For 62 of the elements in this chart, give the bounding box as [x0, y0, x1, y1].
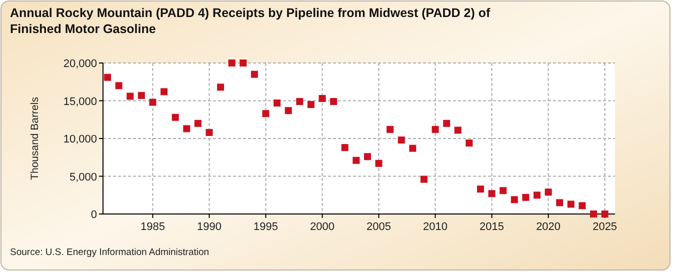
point — [432, 126, 439, 133]
point — [409, 144, 416, 152]
point — [126, 92, 134, 100]
point — [318, 94, 326, 102]
point — [138, 92, 145, 99]
point — [578, 202, 586, 210]
point — [510, 196, 518, 204]
point — [601, 210, 608, 218]
point — [567, 200, 574, 208]
chart-title: Annual Rocky Mountain (PADD 4) Receipts by Pipeline from Midwest (PADD 2) of Finished Motor Gasoline — [10, 6, 491, 36]
point — [160, 88, 168, 96]
point — [590, 210, 598, 218]
point — [240, 60, 247, 66]
x-tick-label: 2010 — [423, 221, 448, 233]
point — [341, 144, 348, 152]
point — [398, 136, 405, 144]
x-tick-label: 2020 — [536, 221, 561, 233]
point — [307, 101, 314, 108]
point — [115, 82, 122, 90]
point — [296, 98, 304, 106]
point — [534, 192, 541, 199]
point — [477, 186, 484, 193]
point — [228, 60, 236, 66]
point — [364, 153, 371, 160]
point — [206, 128, 213, 136]
point — [194, 120, 202, 127]
point — [443, 120, 450, 127]
x-tick-label: 1990 — [197, 221, 222, 233]
point — [500, 187, 507, 194]
source-note: Source: U.S. Energy Information Administration — [10, 247, 210, 258]
point — [556, 199, 564, 206]
x-tick-label: 1985 — [140, 221, 165, 233]
point — [352, 156, 360, 164]
y-tick-label: 5,000 — [69, 171, 97, 184]
point — [217, 84, 224, 91]
y-tick-label: 0 — [90, 209, 97, 221]
point — [386, 126, 394, 133]
point — [522, 194, 530, 201]
y-tick-label: 15,000 — [63, 96, 97, 108]
point — [330, 98, 338, 106]
point — [544, 188, 552, 196]
point — [454, 126, 462, 134]
point — [262, 110, 270, 118]
point — [420, 176, 428, 183]
y-tick-label: 10,000 — [63, 134, 97, 146]
point — [274, 100, 281, 107]
point — [183, 125, 190, 132]
point — [104, 74, 112, 81]
point — [149, 98, 156, 106]
point — [284, 107, 292, 114]
x-tick-label: 1995 — [254, 221, 278, 233]
x-tick-label: 2005 — [366, 221, 392, 233]
point — [250, 70, 258, 78]
y-axis-title: Thousand Barrels — [29, 97, 41, 180]
x-tick-label: 2025 — [592, 221, 618, 233]
point — [466, 140, 473, 147]
y-tick-label: 20,000 — [63, 58, 97, 70]
x-tick-label: 2015 — [480, 221, 504, 233]
x-tick-label: 2000 — [310, 221, 335, 233]
point — [172, 114, 179, 121]
point — [375, 160, 382, 167]
point — [488, 190, 496, 198]
